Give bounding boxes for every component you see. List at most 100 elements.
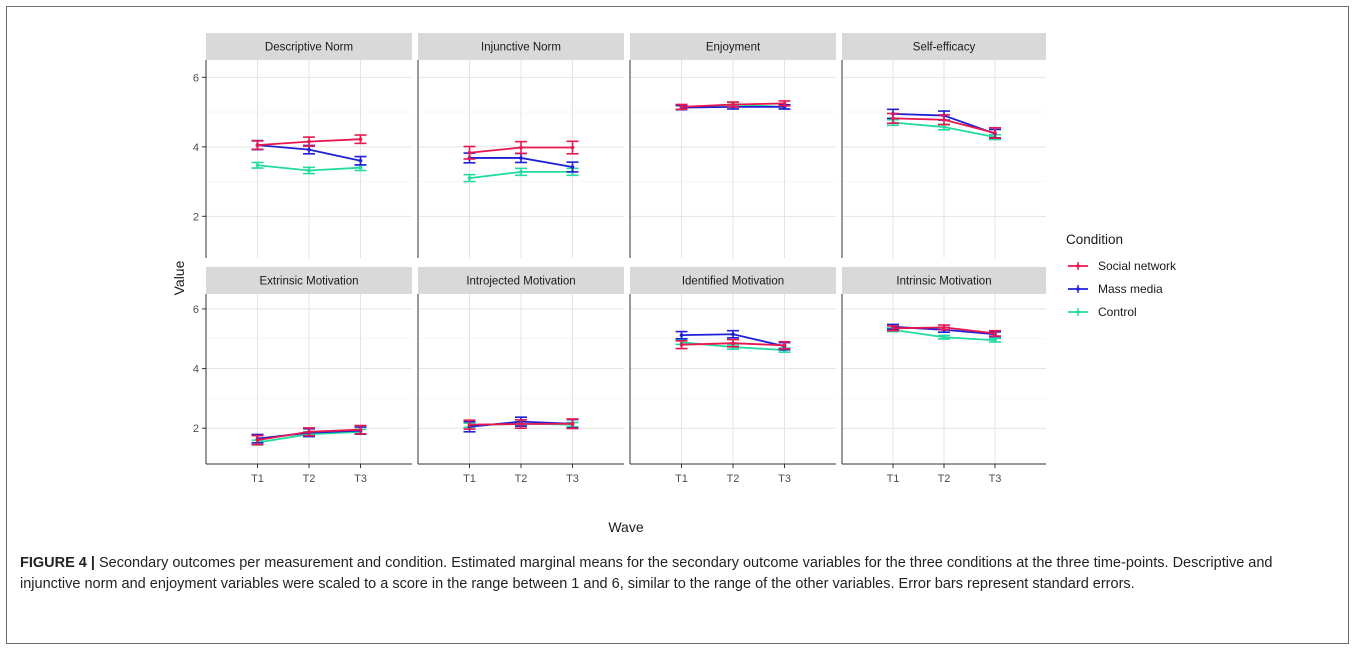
panel-strip [418, 33, 624, 60]
y-tick-label: 4 [193, 142, 199, 154]
x-tick-label: T2 [515, 473, 528, 485]
legend-label: Control [1098, 305, 1137, 319]
panel-enjoyment: Enjoyment [629, 33, 836, 258]
panel-strip [206, 33, 412, 60]
legend-title: Condition [1066, 232, 1123, 247]
legend: Condition Social network Mass media Control [1066, 232, 1177, 319]
data-point [891, 326, 895, 331]
panel-strip [842, 267, 1046, 294]
data-point [570, 421, 575, 426]
data-point [358, 427, 363, 432]
series-social-network [887, 112, 1001, 139]
data-point [942, 335, 946, 340]
data-point [467, 150, 472, 155]
data-point [467, 176, 472, 180]
panel-title: Introjected Motivation [466, 276, 575, 288]
y-tick-label: 2 [193, 423, 199, 435]
series-social-network [887, 324, 1001, 337]
data-point [731, 102, 735, 107]
data-point [731, 341, 735, 346]
panel-identified-motivation: Identified Motivation T1 T2 T3 [629, 267, 836, 485]
x-tick-label: T1 [251, 473, 264, 485]
data-point [942, 117, 946, 122]
data-point [891, 116, 895, 121]
panel-strip [630, 267, 836, 294]
x-tick-label: T2 [303, 473, 316, 485]
panel-intrinsic-motivation: Intrinsic Motivation T1 T2 T3 [841, 267, 1046, 485]
data-point [782, 343, 787, 348]
data-point [519, 145, 523, 150]
legend-entry-social-network: Social network [1068, 259, 1177, 273]
series-social-network [675, 100, 791, 111]
x-axis-title: Wave [608, 519, 643, 535]
data-point [570, 145, 575, 150]
y-tick-label: 4 [193, 364, 199, 376]
data-point [255, 143, 260, 147]
data-point [679, 342, 684, 347]
data-point [679, 105, 684, 109]
figure-label: FIGURE 4 | [20, 555, 95, 571]
x-tick-label: T2 [938, 473, 951, 485]
x-tick-label: T1 [675, 473, 688, 485]
data-point [467, 422, 472, 427]
legend-key-point [1076, 287, 1080, 291]
panel-strip [206, 267, 412, 294]
panel-title: Self-efficacy [913, 42, 976, 54]
panel-title: Injunctive Norm [481, 42, 561, 54]
y-axis-title: Value [171, 260, 187, 295]
panel-title: Descriptive Norm [265, 42, 353, 54]
data-point [358, 165, 363, 170]
legend-key-point [1076, 310, 1080, 314]
data-point [255, 438, 260, 442]
panel-extrinsic-motivation: Extrinsic Motivation 2 4 6 T1 T2 T3 [193, 267, 412, 485]
x-tick-label: T1 [887, 473, 900, 485]
data-point [570, 165, 575, 169]
data-point [307, 168, 311, 173]
series-social-network [463, 418, 579, 430]
data-point [731, 332, 735, 337]
y-tick-label: 2 [193, 211, 199, 223]
panel-strip [630, 33, 836, 60]
data-point [993, 331, 997, 336]
panel-injunctive-norm: Injunctive Norm [417, 33, 624, 258]
data-point [942, 325, 946, 330]
legend-entry-control: Control [1068, 305, 1137, 319]
figure-frame [6, 6, 1349, 644]
series-mass-media [463, 152, 579, 173]
figure-caption: FIGURE 4 | Secondary outcomes per measur… [20, 553, 1330, 595]
panel-title: Intrinsic Motivation [896, 276, 991, 288]
series-social-network [675, 338, 791, 350]
data-point [679, 333, 684, 337]
data-point [942, 125, 946, 129]
data-point [358, 158, 363, 163]
series-social-network [251, 134, 367, 151]
panel-strip [842, 33, 1046, 60]
caption-text: Secondary outcomes per measurement and c… [20, 555, 1273, 592]
series-social-network [463, 140, 579, 160]
data-point [255, 163, 260, 168]
x-tick-label: T1 [463, 473, 476, 485]
panel-self-efficacy: Self-efficacy [841, 33, 1046, 258]
x-tick-label: T3 [354, 473, 367, 485]
panel-strip [418, 267, 624, 294]
x-tick-label: T3 [989, 473, 1002, 485]
legend-label: Social network [1098, 259, 1177, 273]
data-point [782, 101, 787, 106]
y-tick-label: 6 [193, 304, 199, 316]
data-point [307, 429, 311, 434]
legend-entry-mass-media: Mass media [1068, 282, 1163, 296]
panel-title: Identified Motivation [682, 276, 784, 288]
data-point [519, 422, 523, 426]
data-point [307, 147, 311, 152]
legend-label: Mass media [1098, 282, 1163, 296]
data-point [519, 156, 523, 160]
x-tick-label: T3 [566, 473, 579, 485]
data-point [519, 170, 523, 174]
panel-title: Extrinsic Motivation [259, 276, 358, 288]
panel-title: Enjoyment [706, 42, 761, 54]
y-tick-label: 6 [193, 72, 199, 84]
legend-key-point [1076, 264, 1080, 268]
x-tick-label: T3 [778, 473, 791, 485]
panel-introjected-motivation: Introjected Motivation T1 T2 T3 [417, 267, 624, 485]
